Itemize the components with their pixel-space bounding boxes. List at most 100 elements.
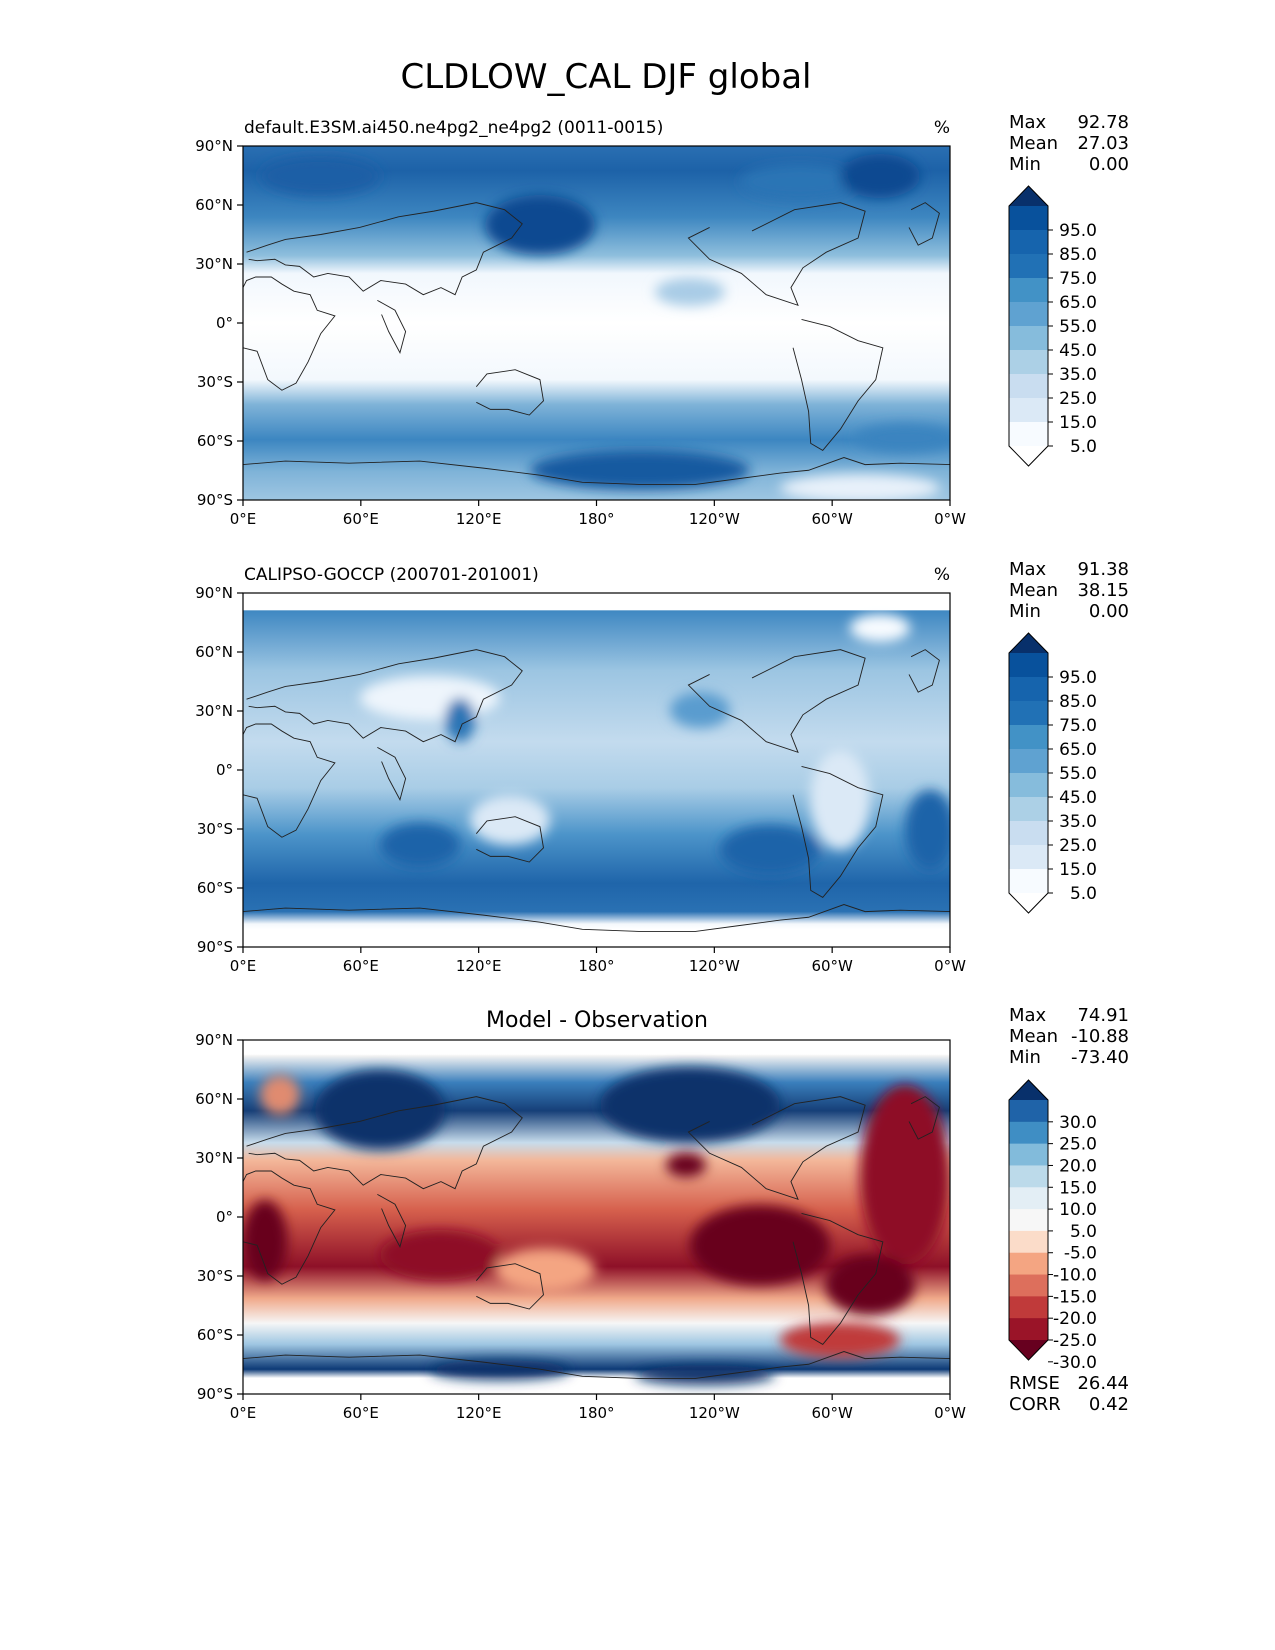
panel-model-axes: 90°N 60°N 30°N 0° 30°S 60°S 90°S0°E 60°E 120°E 18… [195, 137, 966, 528]
colorbar-tick-label: 25.0 [1059, 1135, 1097, 1155]
colorbar-tick-label: 20.0 [1059, 1156, 1097, 1176]
colorbar-extend-top [1009, 633, 1048, 653]
colorbar-segment [1009, 302, 1048, 327]
lon-tick-label: 120°E [456, 1404, 502, 1422]
lat-tick-label: 0° [216, 1208, 233, 1226]
lat-tick-label: 30°S [197, 1267, 233, 1285]
diff-corr-value: 0.42 [1089, 1394, 1129, 1415]
colorbar-segment [1009, 1274, 1048, 1297]
lat-tick-label: 30°N [195, 1149, 233, 1167]
model-stat-max-label: Max [1009, 112, 1047, 133]
colorbar-tick-label: -5.0 [1064, 1244, 1097, 1264]
diff-stat-max-value: 74.91 [1077, 1005, 1129, 1026]
lat-tick-label: 0° [216, 314, 233, 332]
lat-tick-label: 30°S [197, 373, 233, 391]
panel-diff-axes: 90°N 60°N 30°N 0° 30°S 60°S 90°S0°E 60°E 120°E 18… [195, 1031, 966, 1422]
colorbar-segment [1009, 653, 1048, 678]
colorbar-tick-label: 65.0 [1059, 293, 1097, 313]
lat-tick-label: 60°S [197, 1326, 233, 1344]
colorbar-extend-bottom [1009, 893, 1048, 913]
lon-tick-label: 60°W [811, 957, 853, 975]
colorbar-segment [1009, 254, 1048, 279]
lon-tick-label: 120°W [689, 1404, 740, 1422]
colorbar-segment [1009, 749, 1048, 774]
lon-tick-label: 60°E [343, 510, 379, 528]
panel-model-units: % [934, 118, 950, 138]
colorbar-tick-label: 25.0 [1059, 389, 1097, 409]
lat-tick-label: 90°S [197, 491, 233, 509]
panel-model-title: default.E3SM.ai450.ne4pg2_ne4pg2 (0011-0… [244, 118, 663, 138]
panel-model-map [243, 146, 950, 500]
lon-tick-label: 60°W [811, 1404, 853, 1422]
colorbar-segment [1009, 773, 1048, 798]
panel-diff: Model - Observation 90°N60°N30°N0°3 [195, 1005, 1129, 1422]
lat-tick-label: 30°N [195, 255, 233, 273]
colorbar-extend-bottom [1009, 1340, 1048, 1360]
colorbar-tick-label: 95.0 [1059, 668, 1097, 688]
panel-obs: CALIPSO-GOCCP (200701-201001) % 90°N 60°N… [195, 559, 1129, 975]
colorbar-segment [1009, 422, 1048, 447]
model-stat-mean-label: Mean [1009, 133, 1058, 154]
colorbar-tick-label: 95.0 [1059, 221, 1097, 241]
obs-stat-mean-value: 38.15 [1077, 580, 1129, 601]
colorbar-tick-label: -25.0 [1053, 1331, 1097, 1351]
colorbar-extend-top [1009, 1080, 1048, 1100]
colorbar-segment [1009, 1165, 1048, 1188]
lat-tick-label: 30°S [197, 820, 233, 838]
panel-obs-axes: 90°N 60°N 30°N 0° 30°S 60°S 90°S0°E 60°E 120°E 18… [195, 584, 966, 975]
figure-title: CLDLOW_CAL DJF global [401, 57, 812, 97]
colorbar-segment [1009, 398, 1048, 423]
colorbar-segment [1009, 1143, 1048, 1166]
lat-tick-label: 90°S [197, 1385, 233, 1403]
lat-tick-label: 90°N [195, 584, 233, 602]
lat-tick-label: 90°N [195, 137, 233, 155]
lat-tick-label: 90°N [195, 1031, 233, 1049]
diff-stat-min-value: -73.40 [1071, 1047, 1129, 1068]
colorbar-tick-label: 75.0 [1059, 269, 1097, 289]
panel-obs-units: % [934, 565, 950, 585]
colorbar-segment [1009, 1121, 1048, 1145]
obs-stat-max-value: 91.38 [1077, 559, 1129, 580]
lat-tick-label: 90°S [197, 938, 233, 956]
colorbar-tick-label: 15.0 [1059, 413, 1097, 433]
colorbar-segment [1009, 230, 1048, 255]
panel-model-stats: Max 92.78 Mean 27.03 Min 0.00 [1009, 112, 1129, 175]
colorbar-tick-label: 45.0 [1059, 341, 1097, 361]
colorbar-segment [1009, 206, 1048, 231]
colorbar-tick-label: 25.0 [1059, 836, 1097, 856]
colorbar-tick-label: -15.0 [1053, 1287, 1097, 1307]
diff-stat-mean-label: Mean [1009, 1026, 1058, 1047]
colorbar-segment [1009, 1187, 1048, 1210]
colorbar-segment [1009, 797, 1048, 822]
panel-diff-stats: Max 74.91 Mean -10.88 Min -73.40 [1009, 1005, 1129, 1068]
panel-model: default.E3SM.ai450.ne4pg2_ne4pg2 (0011-0… [195, 112, 1129, 528]
colorbar-segment [1009, 374, 1048, 399]
diff-rmse-value: 26.44 [1077, 1373, 1129, 1394]
panel-diff-footer-stats: RMSE 26.44 CORR 0.42 [1009, 1373, 1129, 1415]
colorbar-segment [1009, 278, 1048, 303]
panel-obs-title: CALIPSO-GOCCP (200701-201001) [244, 565, 539, 585]
diff-rmse-label: RMSE [1009, 1373, 1060, 1394]
colorbar-tick-label: 65.0 [1059, 740, 1097, 760]
lon-tick-label: 180° [578, 510, 614, 528]
lon-tick-label: 60°E [343, 1404, 379, 1422]
lon-tick-label: 0°W [934, 510, 966, 528]
colorbar-tick-label: 15.0 [1059, 1178, 1097, 1198]
colorbar-tick-label: 85.0 [1059, 245, 1097, 265]
colorbar-segment [1009, 1252, 1048, 1276]
colorbar-tick-label: 5.0 [1070, 437, 1097, 457]
colorbar-tick-label: 85.0 [1059, 692, 1097, 712]
model-stat-min-label: Min [1009, 154, 1041, 175]
colorbar-segment [1009, 1209, 1048, 1232]
colorbar-segment [1009, 701, 1048, 726]
lon-tick-label: 0°E [230, 510, 257, 528]
colorbar-tick-label: 45.0 [1059, 788, 1097, 808]
obs-stat-max-label: Max [1009, 559, 1047, 580]
lon-tick-label: 120°E [456, 510, 502, 528]
colorbar-segment [1009, 869, 1048, 894]
lat-tick-label: 60°S [197, 879, 233, 897]
model-stat-mean-value: 27.03 [1077, 133, 1129, 154]
diff-stat-mean-value: -10.88 [1071, 1026, 1129, 1047]
panel-diff-title: Model - Observation [486, 1008, 708, 1033]
colorbar-segment [1009, 725, 1048, 750]
